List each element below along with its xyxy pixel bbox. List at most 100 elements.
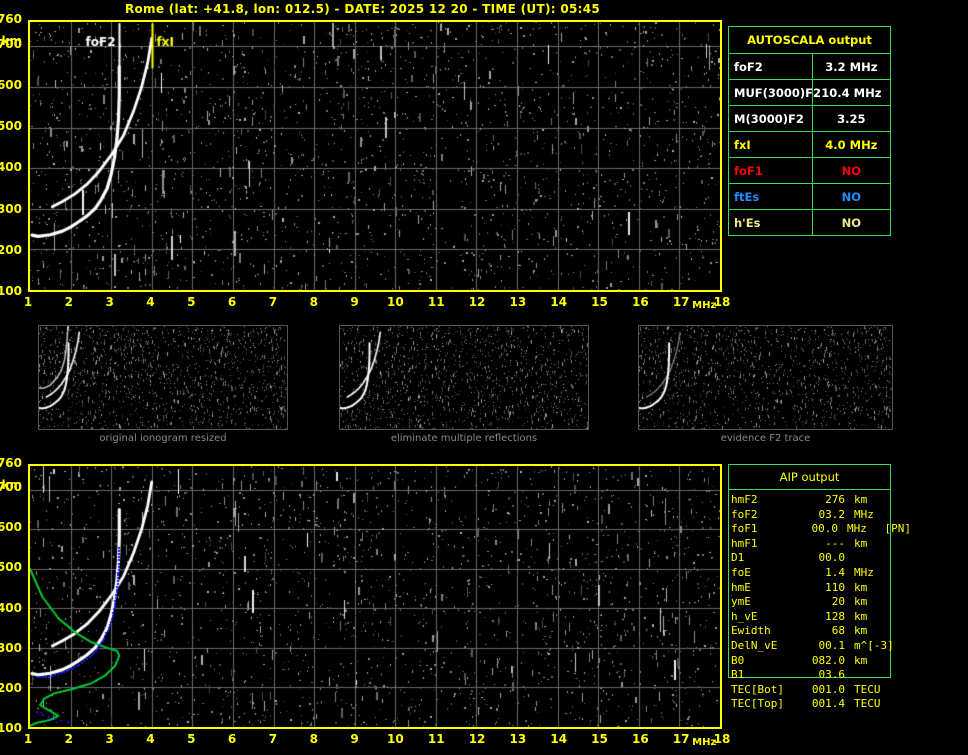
aip-row-name: hmF2 [731,493,758,506]
aip-row: ymE 20 km [731,595,911,610]
top-x-tick: 9 [350,295,359,309]
autoscala-row-label: foF1 [729,158,813,183]
aip-row-name: h_vE [731,609,758,623]
aip-row-value: 20 [831,595,845,609]
top-x-tick: 2 [64,295,73,309]
autoscala-row: foF1 NO [729,158,890,184]
bottom-x-tick: 6 [227,732,237,746]
autoscala-rows: foF2 3.2 MHz MUF(3000)F2 10.4 MHz M(3000)F2 3… [729,54,890,235]
top-x-tick: 16 [631,295,649,309]
aip-row-value: 00.0 [818,551,846,565]
bottom-x-tick: 15 [591,732,608,746]
aip-row-unit: TECU [854,697,881,711]
top-y-tick: 760 [0,12,22,26]
autoscala-row-label: fxI [729,132,813,157]
top-y-axis-unit: km [1,34,22,48]
aip-row-value: 001.0 [811,682,845,696]
mid-panel-evidence[interactable] [638,325,893,430]
autoscala-row: M(3000)F2 3.25 [729,106,890,132]
bottom-x-tick: 10 [387,732,404,746]
autoscala-row-value: 4.0 MHz [825,137,878,152]
top-y-tick: 600 [0,77,22,92]
bottom-x-tick: 13 [509,732,527,746]
top-ionogram-plot[interactable] [28,20,722,292]
autoscala-row: ftEs NO [729,184,890,210]
aip-row-value: 00.1 [818,638,846,652]
autoscala-row-label: ftEs [729,184,813,209]
bottom-x-tick: 18 [713,732,731,746]
aip-row-unit: MHz [854,507,874,521]
aip-output-box [728,464,891,678]
top-x-tick: 10 [387,295,404,309]
aip-row-value: 110 [825,580,845,594]
top-x-tick: 17 [672,295,690,309]
bottom-ionogram-plot[interactable] [28,464,722,729]
autoscala-row-value: NO [841,163,862,178]
top-x-tick: 4 [146,295,155,309]
bottom-x-tick: 3 [105,732,114,746]
aip-row: hmF1 --- km [731,537,911,552]
aip-row-name: DelN_vE [731,638,778,652]
aip-row-value: 276 [825,493,845,506]
top-x-tick: 8 [309,295,318,309]
aip-row-value: 00.0 [811,522,838,536]
mid-panel-eliminate[interactable] [339,325,589,430]
aip-row-name: foE [731,565,751,579]
aip-row-name: ymE [731,595,751,609]
aip-row-name: B1 [731,668,745,682]
aip-row: Ewidth 68 km [731,624,911,639]
autoscala-row-value: 3.2 MHz [825,59,878,74]
aip-row-unit: km [854,536,868,550]
top-x-tick: 7 [268,295,278,309]
top-x-tick: 12 [468,295,486,309]
aip-row-value: 128 [825,609,845,623]
top-x-tick: 5 [187,295,196,309]
autoscala-row: h'Es NO [729,210,890,235]
top-x-tick: 11 [427,295,445,309]
bottom-x-tick: 2 [64,732,73,746]
bottom-y-tick: 600 [0,520,22,535]
aip-row-name: TEC[Top] [731,697,784,711]
aip-row-name: B0 [731,653,745,667]
aip-row-unit: km [854,653,868,667]
aip-row: foF1 00.0 MHz [PN] [731,522,911,537]
aip-row: foE 1.4 MHz [731,566,911,581]
aip-row-name: TEC[Bot] [731,682,784,696]
aip-row: hmF2 276 km [731,493,911,508]
autoscala-row-value: 3.25 [837,111,866,126]
top-x-tick: 3 [105,295,114,309]
aip-row: foF2 03.2 MHz [731,508,911,523]
aip-rows: hmF2 276 km foF2 03.2 MHz foF1 00.0 MHz [PN] hmF1-… [731,493,911,712]
page-title: Rome (lat: +41.8, lon: 012.5) - DATE: 20… [124,2,601,16]
aip-row-unit: km [854,624,868,638]
bottom-y-tick: 100 [0,721,22,735]
top-x-tick: 14 [550,295,568,309]
autoscala-row-label: foF2 [729,54,813,79]
aip-row-unit: km [854,580,868,594]
bottom-x-tick: 5 [187,732,196,746]
top-x-tick: 1 [23,295,33,309]
bottom-x-axis-unit: MHz [692,737,717,748]
bottom-x-tick: 7 [268,732,278,746]
aip-row-value: 1.4 [825,565,845,579]
aip-row-name: foF2 [731,507,758,521]
bottom-x-tick: 1 [23,732,33,746]
autoscala-row-value: NO [841,215,862,230]
mid-panel-eliminate-canvas [340,326,588,429]
aip-row: D1 00.0 [731,551,911,566]
mid-panel-evidence-caption: evidence F2 trace [720,433,811,444]
autoscala-output-table: AUTOSCALA output foF2 3.2 MHz MUF(3000)F2 1… [728,26,891,236]
bottom-ionogram-canvas [30,466,720,727]
bottom-y-tick: 300 [0,640,22,655]
mid-panel-original-caption: original ionogram resized [99,433,227,444]
bottom-x-tick: 16 [631,732,649,746]
bottom-x-tick: 14 [550,732,568,746]
top-x-tick: 18 [713,295,731,309]
aip-row-value: 001.4 [811,697,845,711]
aip-row-note: [PN] [884,522,912,536]
aip-row-value: 03.6 [818,668,846,682]
aip-header: AIP output [728,464,891,490]
aip-row: h_vE 128 km [731,610,911,625]
mid-panel-original[interactable] [38,325,288,430]
top-ionogram-canvas [30,22,720,290]
